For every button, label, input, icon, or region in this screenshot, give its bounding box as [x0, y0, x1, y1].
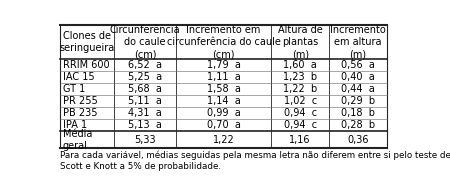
Text: 1,14  a: 1,14 a [207, 96, 240, 106]
Text: 1,11  a: 1,11 a [207, 72, 240, 82]
Text: 5,68  a: 5,68 a [128, 84, 162, 94]
Text: Altura de
plantas
(m): Altura de plantas (m) [278, 25, 323, 60]
Text: 4,31  a: 4,31 a [128, 108, 162, 118]
Text: 0,56  a: 0,56 a [341, 60, 375, 70]
Text: PB 235: PB 235 [63, 108, 97, 118]
Text: IAC 15: IAC 15 [63, 72, 94, 82]
Text: 0,94  c: 0,94 c [284, 108, 317, 118]
Text: 1,58  a: 1,58 a [207, 84, 240, 94]
Text: 0,36: 0,36 [347, 135, 369, 145]
Text: 0,40  a: 0,40 a [341, 72, 374, 82]
Text: Circunferência
do caule
(cm): Circunferência do caule (cm) [110, 25, 180, 60]
Text: 5,11  a: 5,11 a [128, 96, 162, 106]
Text: 1,23  b: 1,23 b [283, 72, 317, 82]
Text: 0,99  a: 0,99 a [207, 108, 240, 118]
Text: 1,60  a: 1,60 a [284, 60, 317, 70]
Text: 0,29  b: 0,29 b [341, 96, 375, 106]
Text: PR 255: PR 255 [63, 96, 97, 106]
Text: GT 1: GT 1 [63, 84, 85, 94]
Text: 1,16: 1,16 [289, 135, 311, 145]
Text: 0,28  b: 0,28 b [341, 120, 375, 130]
Text: 1,79  a: 1,79 a [207, 60, 240, 70]
Text: Clones de
seringueira: Clones de seringueira [60, 31, 115, 53]
Text: 0,70  a: 0,70 a [207, 120, 240, 130]
Text: 5,33: 5,33 [134, 135, 156, 145]
Text: RRIM 600: RRIM 600 [63, 60, 109, 70]
Text: 0,94  c: 0,94 c [284, 120, 317, 130]
Text: 1,22: 1,22 [212, 135, 234, 145]
Text: IPA 1: IPA 1 [63, 120, 87, 130]
Text: 5,13  a: 5,13 a [128, 120, 162, 130]
Text: Incremento
em altura
(m): Incremento em altura (m) [330, 25, 386, 60]
Text: 5,25  a: 5,25 a [128, 72, 162, 82]
Text: 0,18  b: 0,18 b [341, 108, 375, 118]
Text: 6,52  a: 6,52 a [128, 60, 162, 70]
Text: 0,44  a: 0,44 a [341, 84, 374, 94]
Text: Incremento em
circunferência do caule
(cm): Incremento em circunferência do caule (c… [166, 25, 280, 60]
Text: 1,22  b: 1,22 b [283, 84, 317, 94]
Text: Para cada variável, médias seguidas pela mesma letra não diferem entre si pelo t: Para cada variável, médias seguidas pela… [60, 150, 450, 171]
Text: 1,02  c: 1,02 c [284, 96, 317, 106]
Text: Média
geral: Média geral [63, 129, 92, 151]
